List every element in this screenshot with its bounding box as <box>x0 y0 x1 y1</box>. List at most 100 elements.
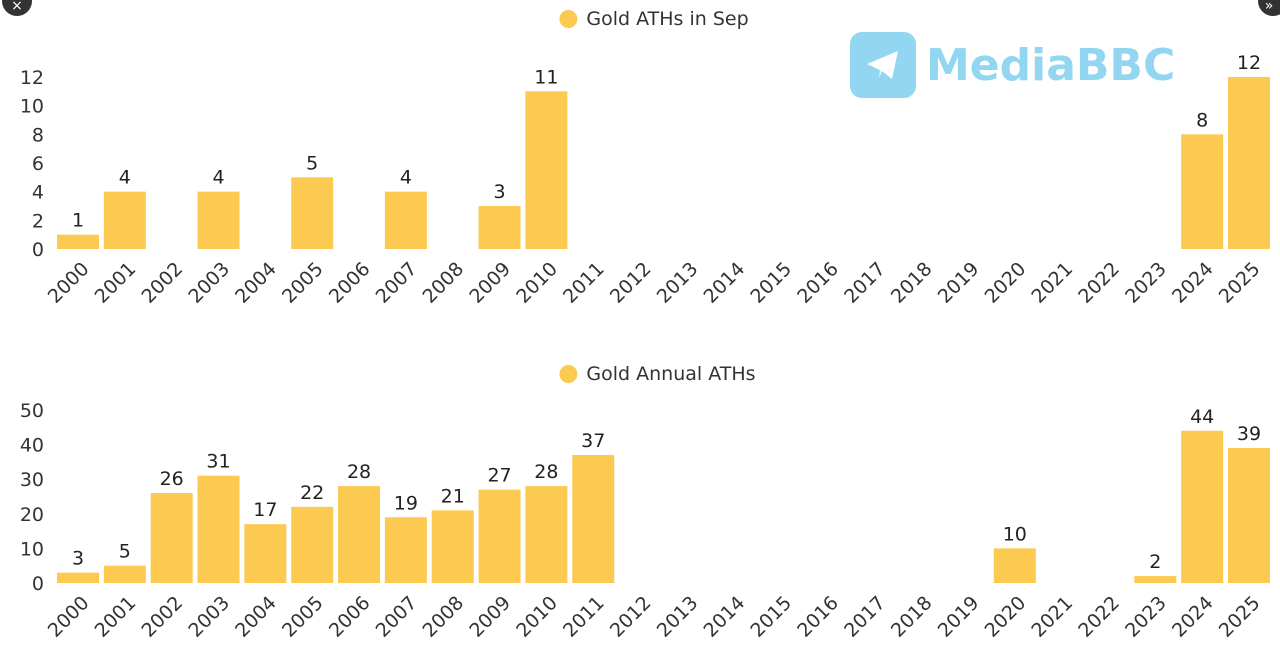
data-label-2007: 4 <box>400 167 412 189</box>
y-tick-label: 0 <box>32 239 44 261</box>
x-tick-label: 2024 <box>1168 258 1218 308</box>
y-tick-label: 8 <box>32 124 44 146</box>
bar-2025 <box>1228 448 1270 583</box>
x-tick-label: 2012 <box>606 592 656 642</box>
data-label-2003: 4 <box>212 167 224 189</box>
x-tick-label: 2010 <box>512 592 562 642</box>
bar-2009 <box>478 489 521 583</box>
bar-2001 <box>103 191 146 249</box>
bar-2010 <box>525 91 568 249</box>
data-label-2024: 44 <box>1190 406 1214 428</box>
legend-marker <box>559 365 578 383</box>
bar-2024 <box>1181 134 1224 249</box>
bar-2011 <box>572 454 615 583</box>
legend-label: Gold ATHs in Sep <box>586 8 748 30</box>
y-tick-label: 50 <box>20 400 44 422</box>
data-label-2004: 17 <box>253 499 277 521</box>
bar-2000 <box>57 234 99 249</box>
x-tick-label: 2020 <box>981 592 1031 642</box>
data-label-2025: 12 <box>1237 52 1261 74</box>
bar-2005 <box>291 506 334 583</box>
x-tick-label: 2021 <box>1027 592 1077 642</box>
x-tick-label: 2013 <box>653 258 703 308</box>
x-tick-label: 2019 <box>934 592 984 642</box>
y-tick-label: 40 <box>20 435 44 457</box>
x-tick-label: 2001 <box>91 592 141 642</box>
telegram-icon <box>850 32 916 98</box>
x-tick-label: 2018 <box>887 592 937 642</box>
data-label-2025: 39 <box>1237 423 1261 445</box>
bar-2007 <box>384 517 427 583</box>
data-label-2024: 8 <box>1196 109 1208 131</box>
data-label-2011: 37 <box>581 430 605 452</box>
bar-2025 <box>1228 77 1270 249</box>
data-label-2010: 11 <box>534 66 558 88</box>
x-tick-label: 2016 <box>793 592 843 642</box>
close-button[interactable]: × <box>2 0 32 16</box>
x-tick-label: 2008 <box>419 258 469 308</box>
x-tick-label: 2024 <box>1168 592 1218 642</box>
bar-2010 <box>525 486 568 583</box>
x-tick-label: 2009 <box>465 592 515 642</box>
x-tick-label: 2011 <box>559 592 609 642</box>
data-label-2023: 2 <box>1149 551 1161 573</box>
watermark: MediaBBC <box>850 32 1175 98</box>
data-label-2000: 3 <box>72 548 84 570</box>
x-tick-label: 2018 <box>887 258 937 308</box>
data-label-2002: 26 <box>160 468 184 490</box>
x-tick-label: 2022 <box>1074 592 1124 642</box>
bar-2004 <box>244 524 287 583</box>
x-tick-label: 2022 <box>1074 258 1124 308</box>
x-tick-label: 2015 <box>746 592 796 642</box>
bar-2002 <box>150 493 193 583</box>
data-label-2001: 4 <box>119 167 131 189</box>
legend-label: Gold Annual ATHs <box>586 363 755 385</box>
x-tick-label: 2001 <box>91 258 141 308</box>
x-tick-label: 2016 <box>793 258 843 308</box>
y-tick-label: 10 <box>20 538 44 560</box>
x-tick-label: 2021 <box>1027 258 1077 308</box>
x-tick-label: 2012 <box>606 258 656 308</box>
x-tick-label: 2010 <box>512 258 562 308</box>
x-tick-label: 2000 <box>44 258 94 308</box>
x-tick-label: 2017 <box>840 258 890 308</box>
x-tick-label: 2011 <box>559 258 609 308</box>
y-tick-label: 30 <box>20 469 44 491</box>
x-tick-label: 2014 <box>700 258 750 308</box>
x-tick-label: 2006 <box>325 592 375 642</box>
data-label-2009: 3 <box>494 181 506 203</box>
data-label-2005: 22 <box>300 482 324 504</box>
x-tick-label: 2007 <box>372 258 422 308</box>
x-tick-label: 2013 <box>653 592 703 642</box>
x-tick-label: 2015 <box>746 258 796 308</box>
x-tick-label: 2000 <box>44 592 94 642</box>
data-label-2007: 19 <box>394 492 418 514</box>
data-label-2009: 27 <box>487 465 511 487</box>
data-label-2001: 5 <box>119 541 131 563</box>
bar-2005 <box>291 177 334 249</box>
x-tick-label: 2017 <box>840 592 890 642</box>
data-label-2006: 28 <box>347 461 371 483</box>
watermark-text: MediaBBC <box>926 39 1176 91</box>
bar-2020 <box>993 548 1036 583</box>
y-tick-label: 2 <box>32 210 44 232</box>
x-tick-label: 2002 <box>137 258 187 308</box>
bar-2008 <box>431 510 474 583</box>
x-tick-label: 2004 <box>231 258 281 308</box>
legend-marker <box>559 10 578 28</box>
bar-2009 <box>478 206 521 249</box>
chevron-right-icon: » <box>1264 0 1274 14</box>
bar-2024 <box>1181 430 1224 583</box>
bar-2003 <box>197 191 240 249</box>
x-tick-label: 2005 <box>278 258 328 308</box>
bar-2003 <box>197 475 240 583</box>
x-tick-label: 2023 <box>1121 592 1171 642</box>
expand-button[interactable]: » <box>1258 0 1280 16</box>
y-tick-label: 10 <box>20 96 44 118</box>
data-label-2020: 10 <box>1003 523 1027 545</box>
x-tick-label: 2009 <box>465 258 515 308</box>
y-tick-label: 20 <box>20 504 44 526</box>
y-tick-label: 4 <box>32 182 44 204</box>
x-tick-label: 2025 <box>1215 258 1265 308</box>
